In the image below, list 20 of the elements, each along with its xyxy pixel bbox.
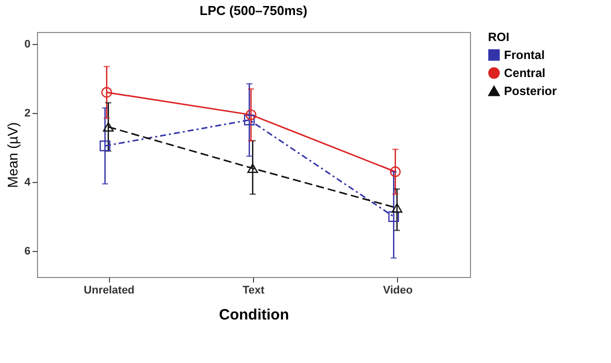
y-tick-label: 2 [24,108,30,120]
chart-title: LPC (500–750ms) [200,3,308,18]
point [390,166,401,178]
y-tick-label: 6 [24,246,30,258]
point [247,164,258,174]
legend-title: ROI [488,30,510,44]
point [101,87,112,98]
point [246,109,256,120]
point [388,211,400,222]
y-tick-label: 0 [24,38,30,51]
x-axis-title: Condition [219,306,289,324]
legend-label: Central [504,66,546,80]
legend-label: Posterior [504,84,558,98]
point [102,122,114,132]
y-axis-title: Mean (µV) [4,122,20,188]
x-tick-label: Text [242,284,265,296]
y-tick-label: 4 [24,176,32,189]
x-tick-label: Unrelated [84,284,135,296]
legend-label: Frontal [504,48,545,62]
x-tick-label: Video [382,284,413,296]
